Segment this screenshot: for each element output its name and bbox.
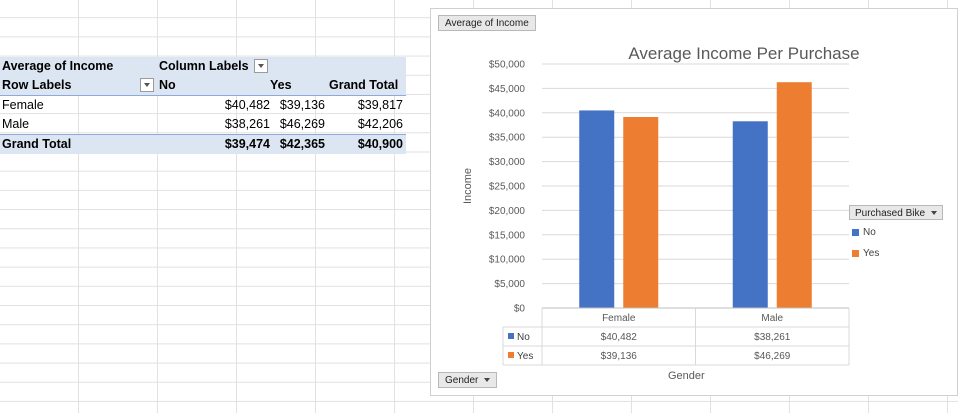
- legend-label-no: No: [863, 227, 876, 238]
- legend-entry-yes[interactable]: Yes: [847, 243, 943, 264]
- row-labels-label: Row Labels: [2, 78, 72, 92]
- x-tick-label: Female: [602, 313, 636, 324]
- row-labels-filter-dropdown[interactable]: [140, 78, 154, 92]
- bar-no-female: [579, 110, 615, 308]
- y-tick-label: $10,000: [489, 255, 526, 266]
- data-table-series-label: Yes: [517, 351, 533, 362]
- y-tick-label: $45,000: [489, 84, 526, 95]
- legend-field-button[interactable]: Purchased Bike: [849, 205, 944, 220]
- row-label: Male: [2, 117, 30, 131]
- bar-no-male: [732, 121, 768, 309]
- y-tick-label: $20,000: [489, 206, 526, 217]
- y-tick-label: $5,000: [494, 279, 525, 290]
- data-label: $39,136: [601, 351, 638, 362]
- col-header-grand-total: Grand Total: [329, 78, 399, 92]
- data-label: $40,482: [601, 332, 638, 343]
- pivot-table: Average of Income Column Labels Row Labe…: [0, 57, 406, 154]
- axis-field-label: Gender: [445, 375, 479, 386]
- pivot-header-row-2: Row Labels No Yes Grand Total: [0, 76, 406, 96]
- pivot-value-field-label: Average of Income: [2, 59, 114, 73]
- cell-yes: $46,269: [279, 117, 325, 131]
- col-header-yes: Yes: [270, 78, 292, 92]
- pivot-row-female[interactable]: Female $40,482 $39,136 $39,817: [0, 96, 406, 115]
- chart-legend: Purchased Bike No Yes: [847, 205, 944, 264]
- column-labels-filter-dropdown[interactable]: [254, 59, 268, 73]
- legend-swatch-yes: [852, 250, 859, 257]
- cell-total: $39,817: [357, 98, 403, 112]
- pivot-row-grand-total[interactable]: Grand Total $39,474 $42,365 $40,900: [0, 134, 406, 154]
- bar-yes-male: [776, 82, 812, 309]
- cell-no: $38,261: [224, 117, 270, 131]
- x-axis-title: Gender: [668, 370, 705, 382]
- y-tick-label: $30,000: [489, 157, 526, 168]
- cell-no: $39,474: [224, 137, 270, 151]
- col-header-no: No: [159, 78, 176, 92]
- chart-plot-area: $0 $5,000 $10,000 $15,000 $20,000 $25,000 $30,…: [462, 60, 850, 366]
- pivot-chart[interactable]: Average of Income Average Income Per Pur…: [430, 8, 958, 396]
- cell-no: $40,482: [224, 98, 270, 112]
- y-tick-label: $15,000: [489, 230, 526, 241]
- data-table-series-label: No: [517, 332, 530, 343]
- y-tick-label: $25,000: [489, 182, 526, 193]
- axis-field-button[interactable]: Gender: [438, 372, 498, 388]
- row-label: Grand Total: [2, 137, 72, 151]
- bar-yes-female: [623, 117, 659, 308]
- cell-yes: $42,365: [279, 137, 325, 151]
- legend-swatch-no: [852, 229, 859, 236]
- row-label: Female: [2, 98, 44, 112]
- column-labels-label: Column Labels: [159, 59, 249, 73]
- y-tick-label: $35,000: [489, 133, 526, 144]
- pivot-header-row-1: Average of Income Column Labels: [0, 57, 406, 76]
- data-label: $46,269: [754, 351, 791, 362]
- data-table-key-yes: [508, 352, 514, 358]
- cell-total: $40,900: [357, 137, 403, 151]
- cell-total: $42,206: [357, 117, 403, 131]
- data-table-key-no: [508, 333, 514, 339]
- value-field-button[interactable]: Average of Income: [438, 15, 536, 31]
- pivot-row-male[interactable]: Male $38,261 $46,269 $42,206: [0, 115, 406, 134]
- x-tick-label: Male: [761, 313, 783, 324]
- cell-yes: $39,136: [279, 98, 325, 112]
- y-tick-label: $40,000: [489, 108, 526, 119]
- chart-title: Average Income Per Purchase: [628, 44, 860, 63]
- y-tick-label: $0: [514, 304, 526, 315]
- legend-label-yes: Yes: [863, 248, 880, 259]
- legend-field-label: Purchased Bike: [855, 208, 926, 219]
- y-axis-title: Income: [462, 168, 474, 204]
- y-tick-label: $50,000: [489, 60, 526, 71]
- data-label: $38,261: [754, 332, 791, 343]
- legend-entry-no[interactable]: No: [847, 222, 943, 243]
